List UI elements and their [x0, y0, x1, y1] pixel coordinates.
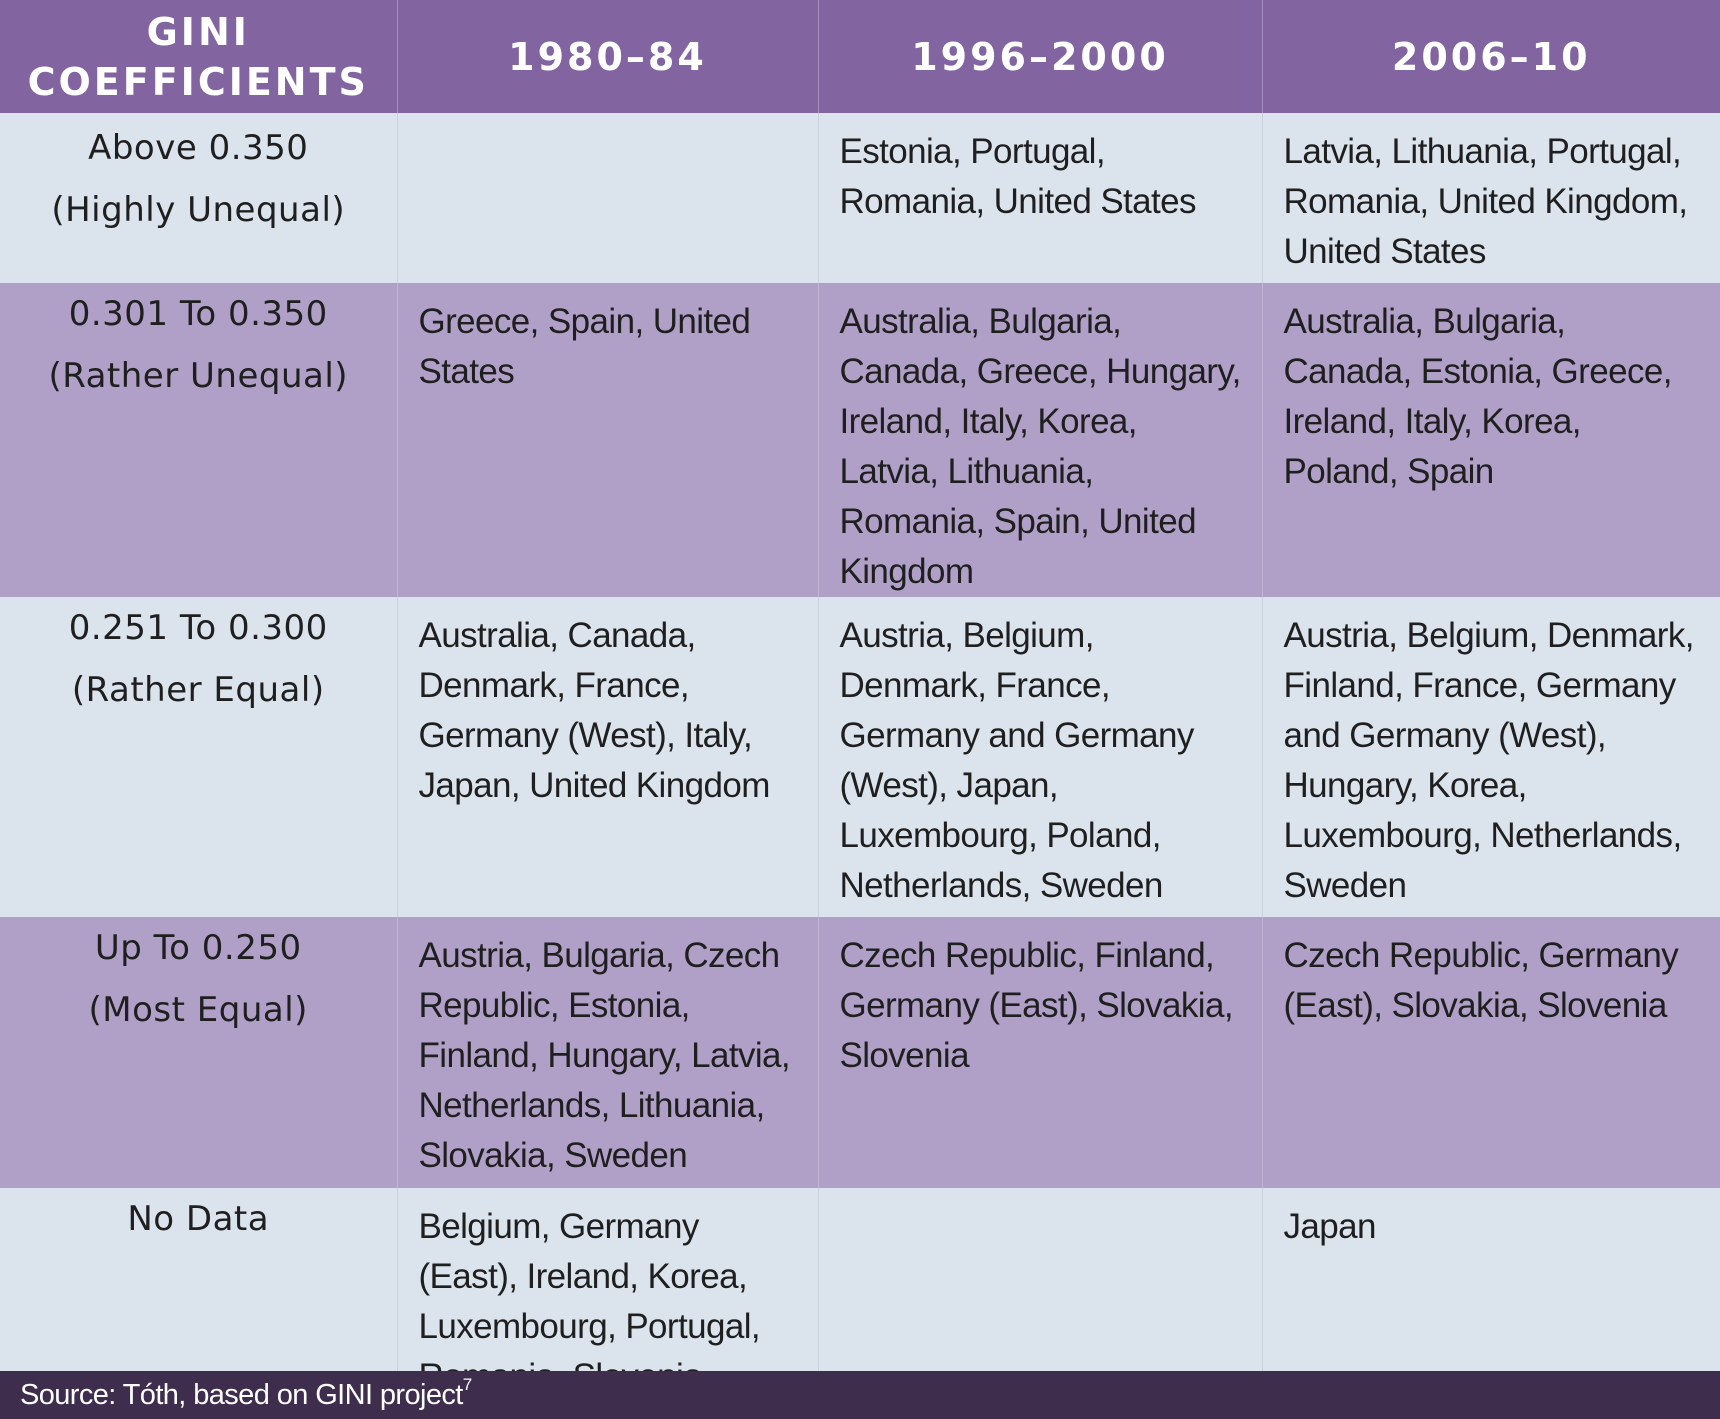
- table-cell: Czech Republic, Germany (East), Slovakia…: [1283, 936, 1679, 1025]
- table-cell: [397, 113, 819, 283]
- header-row: GINI COEFFICIENTS 1980–84 1996–2000 2006…: [0, 0, 1720, 113]
- row-label: 0.301 To 0.350 (Rather Unequal): [0, 283, 398, 597]
- row-label-range: Above 0.350: [88, 128, 309, 168]
- table-row-rather-equal: 0.251 To 0.300 (Rather Equal) Australia,…: [0, 597, 1720, 917]
- row-label: Up To 0.250 (Most Equal): [0, 917, 398, 1188]
- table-row-highly-unequal: Above 0.350 (Highly Unequal) Estonia, Po…: [0, 113, 1720, 283]
- table-cell: Austria, Belgium, Denmark, Finland, Fran…: [1283, 616, 1695, 905]
- table-cell: Japan: [1283, 1207, 1377, 1246]
- table-cell: Czech Republic, Finland, Germany (East),…: [818, 917, 1263, 1188]
- header-corner-line2: COEFFICIENTS: [27, 59, 369, 104]
- table-row-rather-unequal: 0.301 To 0.350 (Rather Unequal) Greece, …: [0, 283, 1720, 597]
- row-label-range: No Data: [127, 1199, 270, 1239]
- footnote-marker: 7: [462, 1375, 473, 1394]
- row-label-category: (Rather Unequal): [48, 356, 349, 396]
- table-cell: Austria, Belgium, Denmark, France, Germa…: [818, 597, 1263, 917]
- source-footer: Source: Tóth, based on GINI project7: [0, 1371, 1720, 1419]
- header-period-1996-2000: 1996–2000: [818, 0, 1263, 113]
- header-gini-coefficients: GINI COEFFICIENTS: [0, 0, 398, 113]
- table-cell: Australia, Canada, Denmark, France, Germ…: [397, 597, 819, 917]
- row-label-category: (Most Equal): [88, 990, 308, 1030]
- table-row-most-equal: Up To 0.250 (Most Equal) Austria, Bulgar…: [0, 917, 1720, 1188]
- row-label: 0.251 To 0.300 (Rather Equal): [0, 597, 398, 917]
- table-cell: Austria, Bulgaria, Czech Republic, Eston…: [397, 917, 819, 1188]
- table-cell: Australia, Bulgaria, Canada, Estonia, Gr…: [1283, 302, 1673, 491]
- row-label-range: Up To 0.250: [94, 928, 302, 968]
- row-label-range: 0.251 To 0.300: [68, 608, 328, 648]
- header-corner-line1: GINI: [146, 9, 250, 54]
- source-text: Source: Tóth, based on GINI project: [20, 1379, 463, 1411]
- table-cell: Greece, Spain, United States: [397, 283, 819, 597]
- row-label-category: (Rather Equal): [71, 670, 325, 710]
- row-label: Above 0.350 (Highly Unequal): [0, 113, 398, 283]
- header-period-2006-10: 2006–10: [1391, 34, 1591, 79]
- header-period-1980-84: 1980–84: [397, 0, 819, 113]
- table-cell: Estonia, Portugal, Romania, United State…: [818, 113, 1263, 283]
- table-cell: Latvia, Lithuania, Portugal, Romania, Un…: [1283, 132, 1688, 271]
- row-label-category: (Highly Unequal): [51, 190, 346, 230]
- row-label-range: 0.301 To 0.350: [68, 294, 328, 334]
- table-cell: Australia, Bulgaria, Canada, Greece, Hun…: [818, 283, 1263, 597]
